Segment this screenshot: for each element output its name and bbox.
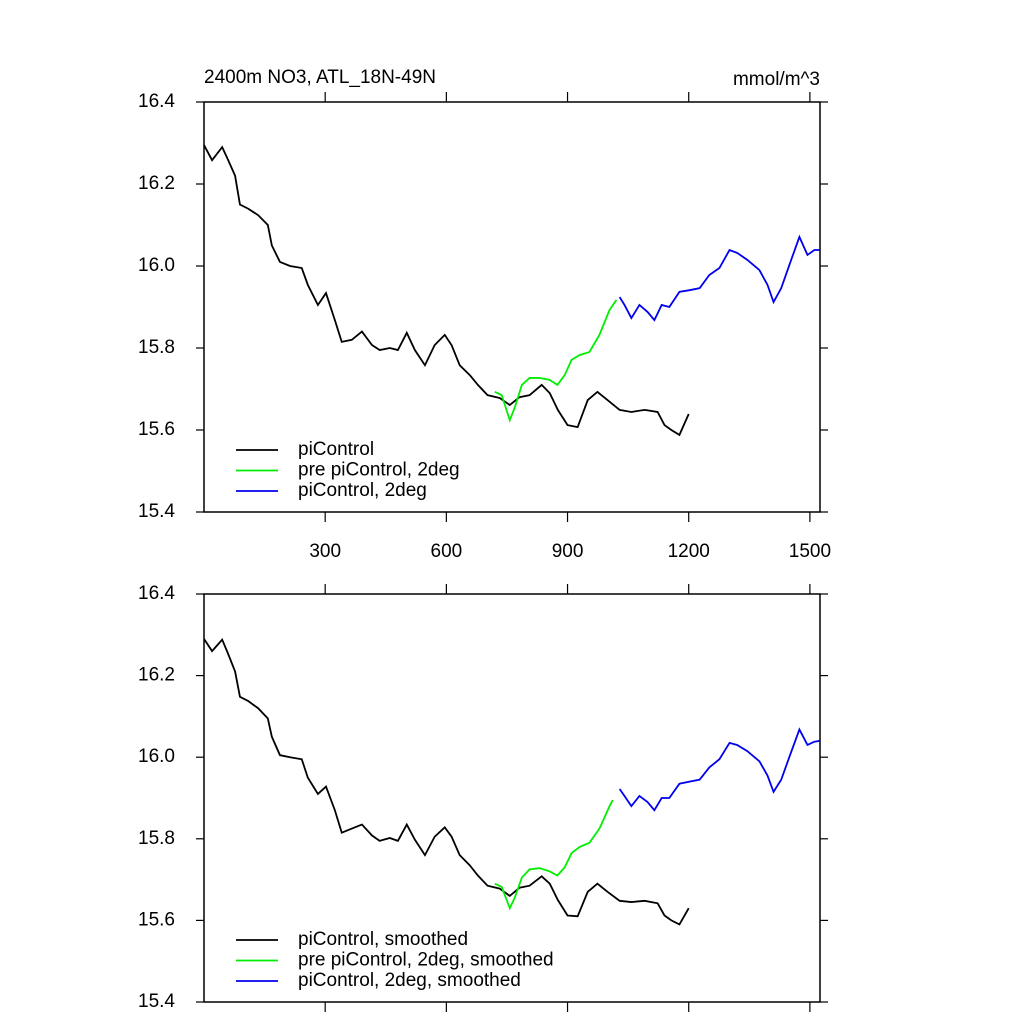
legend-label: pre piControl, 2deg, smoothed — [298, 950, 554, 971]
data-line — [494, 299, 618, 423]
x-tick-label: 1200 — [668, 541, 710, 562]
legend-label: piControl — [298, 439, 374, 460]
legend-label: piControl, smoothed — [298, 929, 468, 950]
data-line — [203, 144, 690, 437]
plot-frame — [203, 593, 821, 1003]
y-tick-label: 16.0 — [138, 255, 175, 276]
y-tick-label: 16.0 — [138, 746, 175, 767]
legend-label: pre piControl, 2deg — [298, 460, 460, 481]
y-tick-label: 15.4 — [138, 501, 175, 522]
y-tick-label: 16.2 — [138, 173, 175, 194]
x-tick-label: 300 — [309, 541, 341, 562]
data-line — [203, 638, 690, 926]
data-line — [618, 727, 820, 812]
chart-title: 2400m NO3, ATL_18N-49N — [204, 67, 436, 88]
x-tick-label: 600 — [431, 541, 463, 562]
y-tick-label: 16.2 — [138, 665, 175, 686]
y-tick-label: 15.4 — [138, 991, 175, 1012]
y-tick-label: 16.4 — [138, 91, 175, 112]
x-tick-label: 1500 — [789, 541, 831, 562]
data-line — [494, 799, 614, 911]
units-label: mmol/m^3 — [733, 69, 820, 90]
legend-label: piControl, 2deg — [298, 480, 427, 501]
y-tick-label: 16.4 — [138, 583, 175, 604]
y-tick-label: 15.8 — [138, 828, 175, 849]
y-tick-label: 15.6 — [138, 909, 175, 930]
x-tick-label: 900 — [552, 541, 584, 562]
y-tick-label: 15.8 — [138, 337, 175, 358]
y-tick-label: 15.6 — [138, 419, 175, 440]
data-line — [618, 234, 820, 322]
plot-frame — [203, 101, 821, 513]
legend-label: piControl, 2deg, smoothed — [298, 970, 521, 991]
